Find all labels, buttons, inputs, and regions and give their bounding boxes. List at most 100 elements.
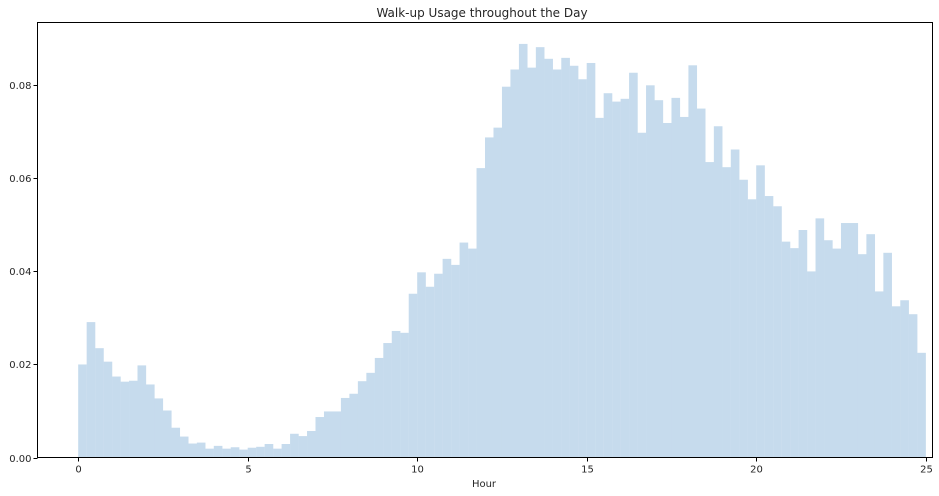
histogram-bar — [239, 449, 248, 458]
histogram-bar — [739, 179, 748, 458]
histogram-bar — [815, 218, 825, 458]
histogram-bar — [349, 393, 359, 458]
histogram-bar — [713, 126, 723, 458]
histogram-bar — [468, 248, 477, 458]
histogram-bar — [561, 57, 570, 458]
histogram-bar — [425, 286, 435, 458]
histogram-bar — [298, 436, 308, 458]
histogram-bar — [730, 149, 740, 458]
histogram-bar — [222, 448, 231, 458]
x-tick-label: 10 — [411, 465, 424, 476]
histogram-bar — [620, 98, 630, 458]
histogram-bar — [95, 348, 104, 458]
histogram-bar — [332, 411, 342, 458]
histogram-bar — [442, 258, 452, 458]
histogram-bar — [78, 364, 87, 458]
histogram-bar — [807, 271, 816, 458]
histogram-bar — [646, 85, 655, 458]
y-tick-label: 0.00 — [9, 454, 31, 465]
histogram-bar — [493, 127, 503, 458]
histogram-bar — [179, 436, 189, 458]
histogram-bar — [129, 380, 138, 458]
histogram-bar — [637, 132, 647, 458]
histogram-bar — [883, 252, 892, 458]
histogram-bar — [790, 248, 799, 458]
histogram-bar — [798, 230, 808, 458]
x-axis-label: Hour — [472, 479, 497, 490]
histogram-bar — [900, 300, 909, 458]
histogram-bar — [230, 447, 240, 458]
x-tick-label: 5 — [245, 465, 251, 476]
histogram-bar — [688, 65, 698, 458]
histogram-bar — [679, 116, 689, 458]
histogram-bar — [857, 254, 867, 458]
x-tick-label: 20 — [750, 465, 763, 476]
histogram-bar — [213, 445, 223, 458]
histogram-bar — [281, 444, 291, 458]
histogram-bar — [705, 162, 714, 458]
histogram-bar — [196, 442, 206, 458]
histogram-bar — [527, 67, 537, 458]
histogram-bar — [103, 361, 113, 458]
x-tick-label: 15 — [581, 465, 594, 476]
y-axis-ticks: 0.00 0.02 0.04 0.06 0.08 — [9, 81, 38, 465]
histogram-bar — [747, 199, 757, 458]
histogram-bar — [137, 365, 147, 458]
histogram-bar — [756, 165, 765, 458]
y-tick-label: 0.04 — [9, 267, 31, 278]
histogram-bar — [612, 101, 621, 458]
y-tick-label: 0.08 — [9, 81, 31, 92]
histogram-bar — [535, 47, 545, 458]
histogram-bar — [247, 447, 257, 458]
histogram-bar — [832, 248, 842, 458]
histogram-bar — [603, 93, 613, 458]
x-tick-label: 25 — [920, 465, 933, 476]
histogram-bar — [391, 330, 401, 458]
histogram-bar — [340, 397, 350, 458]
histogram-bar — [849, 223, 859, 458]
histogram-bar — [544, 58, 553, 458]
histogram-bar — [417, 272, 426, 458]
histogram-bars — [78, 43, 926, 458]
histogram-bar — [290, 433, 299, 458]
histogram-bar — [273, 448, 282, 458]
histogram-bar — [629, 72, 638, 458]
histogram-bar — [866, 234, 876, 458]
histogram-bar — [374, 357, 384, 458]
x-axis-ticks: 0 5 10 15 20 25 — [75, 457, 933, 476]
histogram-bar — [383, 343, 392, 458]
histogram-bar — [569, 65, 579, 458]
histogram-bar — [773, 206, 782, 458]
histogram-bar — [654, 100, 664, 458]
histogram-bar — [357, 381, 367, 458]
histogram-bar — [264, 444, 274, 458]
histogram-bar — [578, 79, 587, 458]
histogram-bar — [315, 417, 325, 458]
histogram-bar — [451, 264, 460, 458]
histogram-bar — [145, 384, 155, 458]
histogram-bar — [662, 122, 672, 458]
plot-frame — [37, 22, 933, 458]
histogram-bar — [366, 372, 375, 458]
histogram-bar — [408, 293, 418, 458]
histogram-bar — [824, 240, 833, 458]
histogram-bar — [162, 410, 172, 458]
histogram-bar — [552, 69, 562, 458]
histogram-bar — [781, 241, 791, 458]
x-tick-label: 0 — [75, 465, 81, 476]
y-tick-label: 0.06 — [9, 174, 31, 185]
histogram-bar — [908, 314, 918, 458]
histogram-bar — [917, 352, 926, 458]
histogram-bar — [120, 381, 130, 458]
chart-title: Walk-up Usage throughout the Day — [376, 6, 587, 20]
histogram-bar — [510, 69, 520, 458]
histogram-bar — [154, 398, 164, 458]
histogram-bar — [205, 448, 214, 458]
histogram-bar — [874, 291, 884, 458]
histogram-bar — [722, 167, 731, 458]
histogram-bar — [764, 196, 774, 458]
histogram-bar — [86, 322, 96, 458]
histogram-bar — [485, 137, 494, 458]
histogram-bar — [188, 443, 197, 458]
